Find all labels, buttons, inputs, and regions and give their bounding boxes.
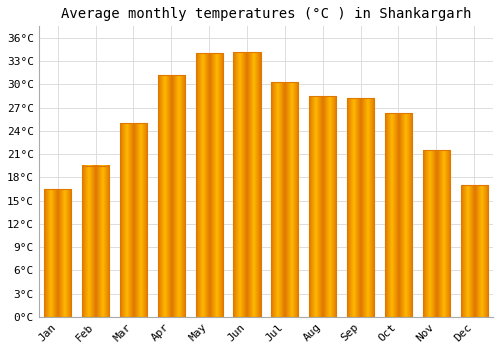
Bar <box>271 82 298 317</box>
Bar <box>234 52 260 317</box>
Bar <box>158 75 185 317</box>
Bar <box>82 166 109 317</box>
Bar <box>347 98 374 317</box>
Bar <box>44 189 72 317</box>
Bar <box>196 54 223 317</box>
Bar <box>422 150 450 317</box>
Bar <box>120 123 147 317</box>
Bar <box>385 113 412 317</box>
Bar <box>460 185 488 317</box>
Title: Average monthly temperatures (°C ) in Shankargarh: Average monthly temperatures (°C ) in Sh… <box>60 7 471 21</box>
Bar <box>309 96 336 317</box>
